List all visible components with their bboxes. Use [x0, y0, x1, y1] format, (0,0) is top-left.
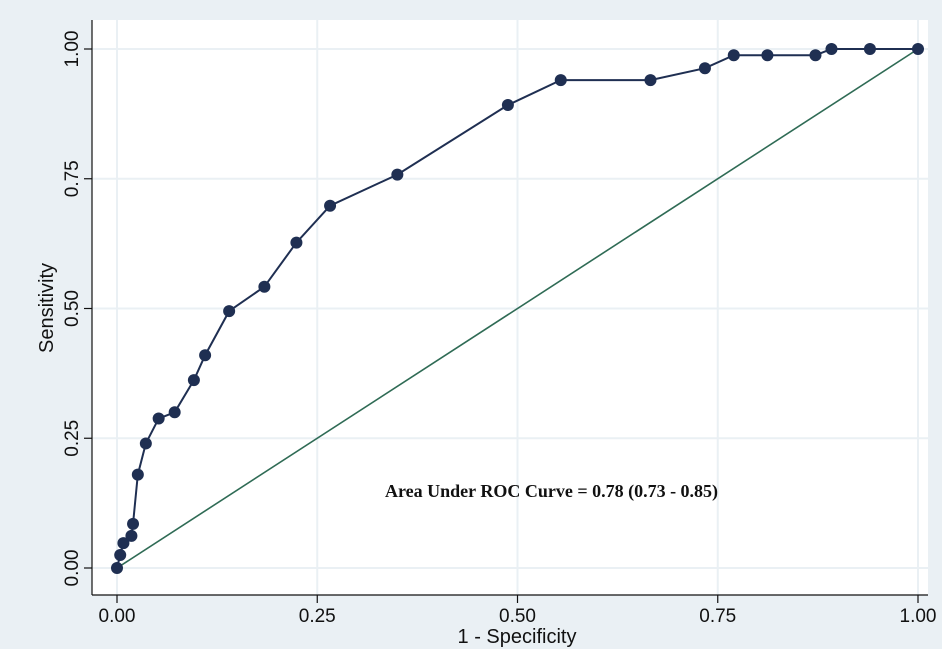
roc-point [863, 43, 876, 55]
roc-point [223, 305, 236, 318]
roc-point [727, 49, 740, 62]
roc-point [644, 74, 657, 87]
y-axis-title: Sensitivity [36, 263, 58, 353]
roc-point [258, 280, 271, 293]
roc-point [152, 412, 165, 425]
roc-point [912, 43, 924, 55]
x-tick-label: 1.00 [900, 606, 937, 627]
roc-point [127, 517, 140, 530]
x-axis-title: 1 - Specificity [458, 626, 577, 648]
axes: 0.00 0.25 0.50 0.75 1.00 0.00 0.25 0.50 0.75 1.00 [62, 20, 936, 627]
roc-point [554, 74, 567, 87]
reference-line-layer [116, 48, 919, 569]
roc-point [139, 437, 152, 450]
roc-point [168, 406, 181, 419]
x-tick-label: 0.50 [499, 606, 536, 627]
roc-point [111, 562, 123, 574]
roc-point [809, 49, 822, 62]
roc-point [290, 236, 303, 249]
roc-point [117, 537, 130, 550]
roc-curve-layer [111, 43, 924, 574]
roc-point [698, 62, 711, 75]
y-tick-label: 0.50 [62, 290, 83, 327]
y-tick-label: 0.75 [62, 160, 83, 197]
roc-point [501, 99, 514, 112]
x-tick-label: 0.25 [299, 606, 336, 627]
roc-point [199, 349, 212, 362]
roc-point [391, 168, 404, 181]
roc-point [125, 529, 138, 542]
roc-point [324, 199, 337, 212]
y-tick-label: 1.00 [62, 31, 83, 68]
roc-point [761, 49, 774, 62]
roc-point [131, 468, 144, 481]
annotation-text: Area Under ROC Curve = 0.78 (0.73 - 0.85… [385, 481, 718, 502]
roc-point [114, 549, 127, 562]
y-tick-label: 0.00 [62, 550, 83, 587]
reference-line [116, 48, 919, 569]
x-tick-label: 0.00 [99, 606, 136, 627]
roc-point [187, 374, 200, 387]
x-tick-label: 0.75 [699, 606, 736, 627]
y-tick-label: 0.25 [62, 420, 83, 457]
roc-point [825, 43, 838, 55]
